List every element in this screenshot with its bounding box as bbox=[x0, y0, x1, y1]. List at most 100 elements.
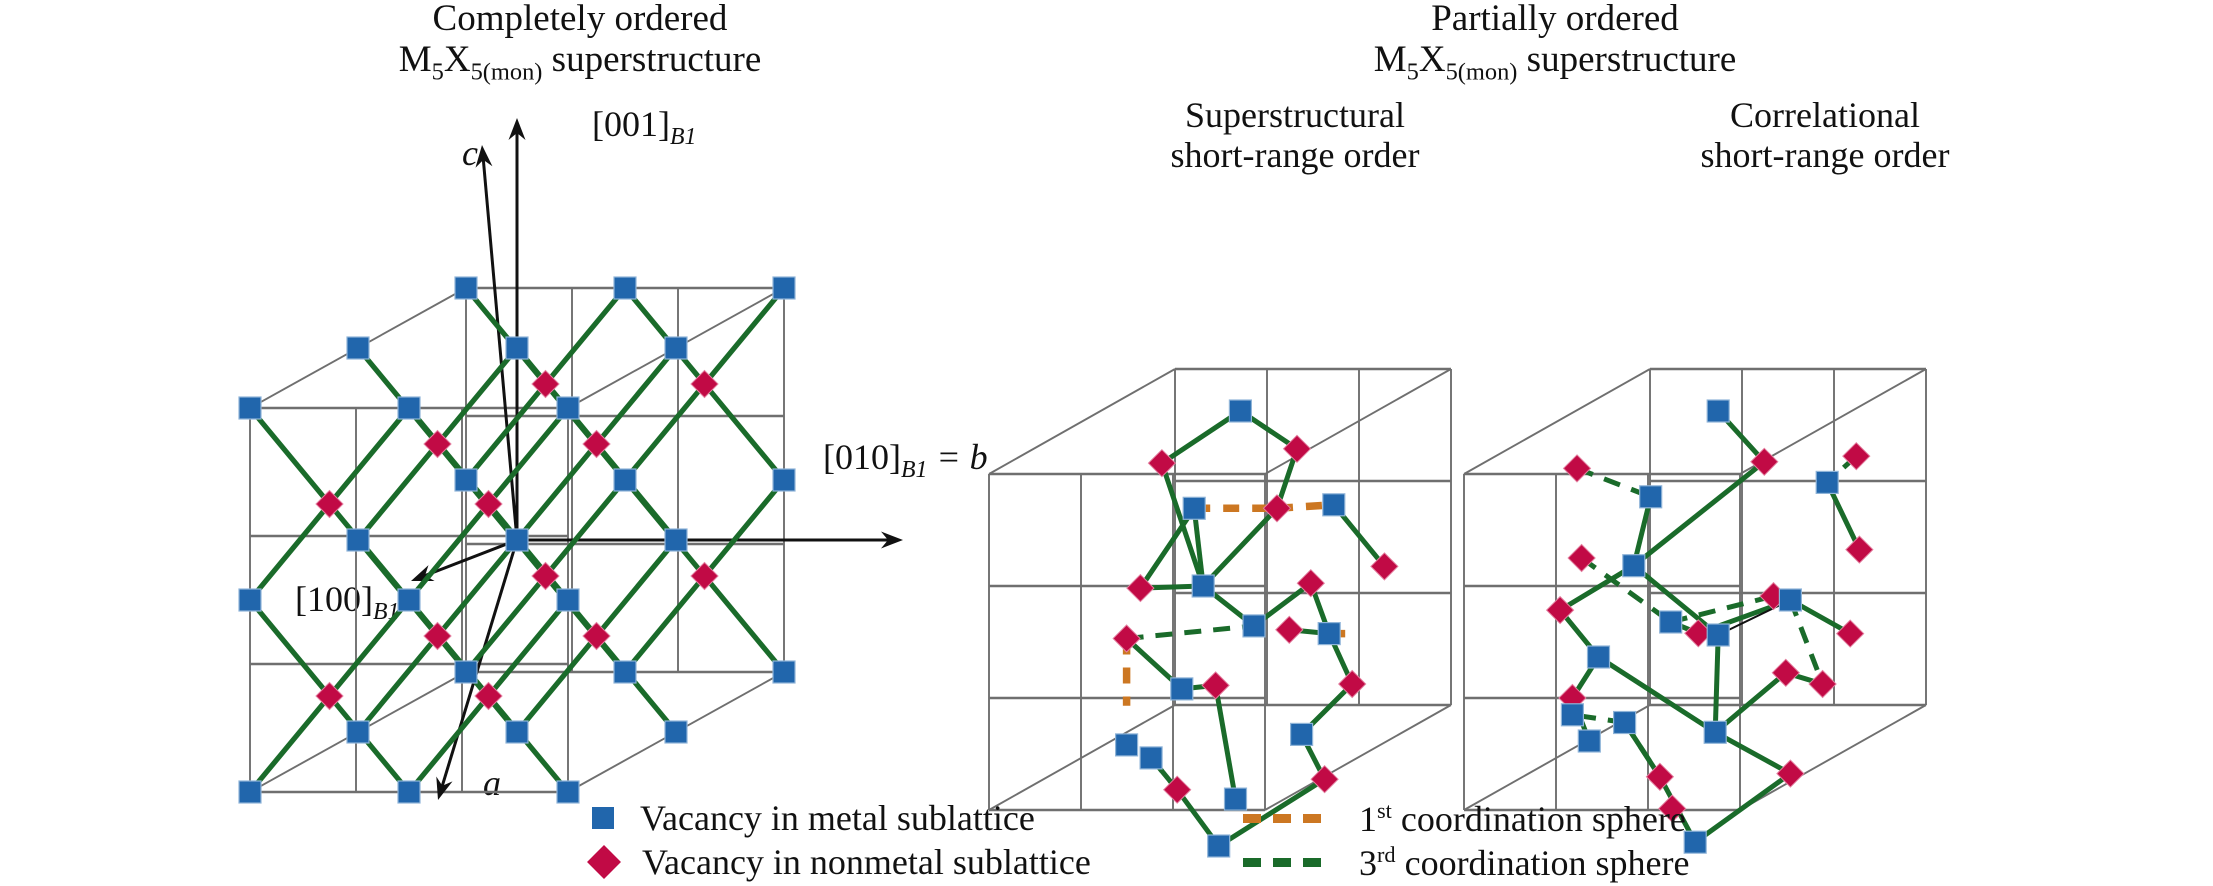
metal-vacancy-marker bbox=[772, 276, 796, 300]
metal-vacancy-marker bbox=[613, 276, 637, 300]
nonmetal-vacancy-marker bbox=[1162, 775, 1192, 804]
third-sphere-bond bbox=[247, 694, 332, 794]
rightmost-subtitle-line1: Correlational bbox=[1730, 95, 1920, 135]
third-sphere-bond bbox=[514, 634, 599, 734]
axis-a bbox=[440, 539, 519, 789]
metal-vacancy-marker bbox=[1191, 574, 1215, 598]
third-sphere-bond bbox=[594, 346, 679, 446]
third-sphere-bond bbox=[702, 478, 787, 578]
metal-vacancy-marker bbox=[664, 336, 688, 360]
metal-vacancy-marker bbox=[1622, 554, 1646, 578]
metal-vacancy-marker bbox=[1228, 399, 1253, 423]
nonmetal-vacancy-marker bbox=[1845, 535, 1874, 564]
metal-vacancy-marker bbox=[505, 528, 529, 552]
metal-vacancy-marker bbox=[1586, 645, 1611, 669]
nonmetal-vacancy-marker bbox=[1201, 671, 1230, 700]
nonmetal-vacancy-marker bbox=[1645, 762, 1675, 792]
third-sphere-bond bbox=[1693, 771, 1792, 845]
third-sphere-bond bbox=[247, 406, 332, 506]
legend: Vacancy in metal sublattice Vacancy in n… bbox=[587, 796, 1091, 884]
nonmetal-vacancy-marker bbox=[1310, 764, 1339, 794]
third-sphere-dashed-bond bbox=[1788, 599, 1825, 685]
third-sphere-bond bbox=[702, 382, 787, 482]
third-sphere-bond bbox=[1138, 506, 1197, 590]
axis-010-head bbox=[881, 531, 903, 549]
metal-vacancy-marker bbox=[454, 660, 478, 684]
metal-vacancy-marker bbox=[1139, 746, 1163, 770]
third-sphere-bond bbox=[702, 286, 787, 386]
metal-vacancy-marker bbox=[1182, 496, 1206, 520]
axis-c-head bbox=[475, 145, 493, 168]
metal-vacancy-marker bbox=[1706, 623, 1730, 647]
third-sphere-bond bbox=[247, 502, 332, 602]
axis-label-010: [010]B1 = b bbox=[823, 437, 988, 484]
metal-vacancy-marker bbox=[1317, 621, 1341, 646]
metal-vacancy-marker bbox=[1703, 720, 1727, 744]
metal-vacancy-marker bbox=[1778, 588, 1803, 612]
middle-panel-subtitle: Superstructural short-range order bbox=[1065, 95, 1525, 176]
third-sphere-bond bbox=[435, 346, 520, 446]
axis-001-head bbox=[508, 118, 526, 140]
right-title-line1: Partially ordered bbox=[1431, 0, 1679, 39]
nonmetal-vacancy-marker bbox=[1262, 494, 1292, 523]
metal-vacancy-marker bbox=[397, 588, 421, 612]
square-marker-icon bbox=[592, 807, 614, 829]
metal-vacancy-marker bbox=[1322, 493, 1346, 517]
metal-vacancy-marker bbox=[1114, 733, 1139, 757]
third-sphere-bond bbox=[355, 442, 440, 542]
nonmetal-vacancy-marker bbox=[690, 369, 719, 399]
metal-vacancy-marker bbox=[238, 396, 262, 420]
metal-vacancy-marker bbox=[346, 720, 370, 744]
legend-label-nonmetal-vacancy: Vacancy in nonmetal sublattice bbox=[642, 842, 1091, 882]
legend-item-third-sphere: 3rd coordination sphere bbox=[1243, 840, 1690, 884]
metal-vacancy-marker bbox=[556, 588, 580, 612]
axis-100-head bbox=[411, 565, 435, 581]
axis-a-head bbox=[436, 776, 453, 800]
nonmetal-vacancy-marker bbox=[474, 489, 503, 519]
third-sphere-bond bbox=[406, 694, 491, 794]
metal-vacancy-marker bbox=[505, 336, 529, 360]
nonmetal-vacancy-marker bbox=[1112, 624, 1141, 653]
nonmetal-vacancy-marker bbox=[531, 561, 560, 591]
metal-vacancy-marker bbox=[238, 588, 262, 612]
metal-vacancy-marker bbox=[1639, 485, 1663, 509]
nonmetal-vacancy-marker bbox=[1282, 434, 1312, 464]
third-sphere-bond bbox=[1213, 684, 1238, 800]
nonmetal-vacancy-marker bbox=[531, 369, 560, 399]
legend-label-first-sphere: 1st coordination sphere bbox=[1359, 797, 1686, 839]
metal-vacancy-marker bbox=[664, 720, 688, 744]
metal-vacancy-marker bbox=[613, 468, 637, 492]
legend-label-third-sphere: 3rd coordination sphere bbox=[1359, 841, 1690, 883]
third-sphere-bond bbox=[247, 598, 332, 698]
metal-vacancy-marker bbox=[454, 468, 478, 492]
metal-vacancy-marker bbox=[505, 720, 529, 744]
cell-frame-line bbox=[1264, 704, 1452, 811]
nonmetal-vacancy-marker bbox=[1296, 568, 1326, 598]
axis-100 bbox=[421, 538, 518, 578]
third-sphere-bond bbox=[1713, 670, 1788, 735]
nonmetal-vacancy-marker bbox=[690, 561, 719, 591]
metal-vacancy-marker bbox=[1207, 834, 1231, 858]
legend-item-first-sphere: 1st coordination sphere bbox=[1243, 796, 1690, 840]
metal-vacancy-marker bbox=[346, 528, 370, 552]
metal-vacancy-marker bbox=[556, 780, 580, 804]
metal-vacancy-marker bbox=[1289, 722, 1314, 747]
right-group-title: Partially ordered M5X5(mon) superstructu… bbox=[1225, 0, 1885, 86]
nonmetal-vacancy-marker bbox=[1275, 615, 1304, 645]
third-sphere-bond bbox=[514, 346, 599, 446]
metal-vacancy-marker bbox=[1560, 703, 1585, 727]
metal-vacancy-marker bbox=[1815, 470, 1839, 494]
axis-label-001: [001]B1 bbox=[592, 104, 697, 151]
metal-vacancy-marker bbox=[772, 660, 796, 684]
cell-frame-line bbox=[1463, 368, 1651, 475]
third-sphere-bond bbox=[327, 598, 412, 698]
diamond-marker-icon bbox=[587, 845, 621, 879]
nonmetal-vacancy-marker bbox=[1126, 573, 1155, 603]
metal-vacancy-marker bbox=[613, 660, 637, 684]
legend-item-nonmetal-vacancy: Vacancy in nonmetal sublattice bbox=[587, 840, 1091, 884]
connector-line bbox=[1717, 599, 1791, 636]
nonmetal-vacancy-marker bbox=[1771, 658, 1801, 688]
nonmetal-vacancy-marker bbox=[1808, 669, 1837, 699]
third-sphere-bond bbox=[486, 694, 571, 794]
